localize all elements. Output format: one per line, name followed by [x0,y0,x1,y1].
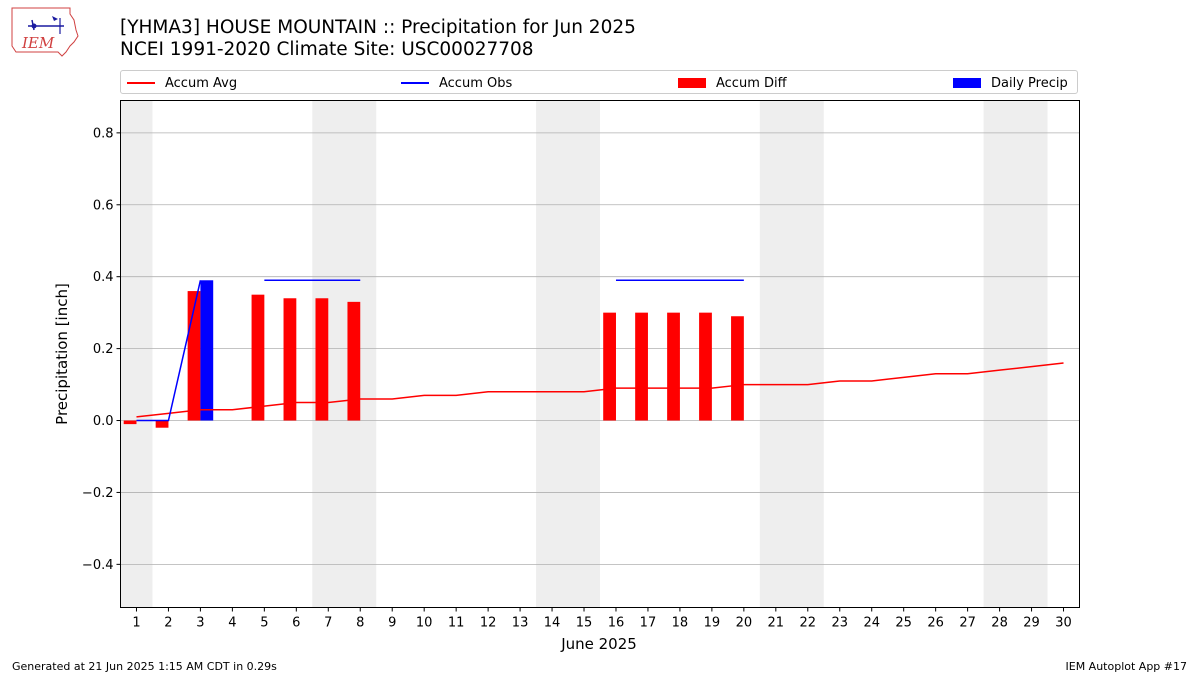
x-tick-label-7: 8 [356,616,364,631]
x-tick-label-22: 23 [831,616,848,631]
x-tick-label-17: 18 [672,616,689,631]
chart-subtitle: NCEI 1991-2020 Climate Site: USC00027708 [120,39,534,60]
x-tick-label-2: 3 [196,616,204,631]
y-tick-label-3: 0.2 [93,342,114,357]
x-tick-label-9: 10 [416,616,433,631]
x-tick-label-12: 13 [512,616,529,631]
x-tick-label-24: 25 [895,616,912,631]
accum-diff-bar-18 [667,312,680,421]
weekend-band-0 [120,100,153,608]
weekend-band-3 [759,100,824,608]
logo-text: IEM [21,34,55,52]
legend-label-accum-avg: Accum Avg [165,75,238,91]
x-axis-label: June 2025 [560,635,637,653]
legend-swatch-accum-obs [401,82,429,84]
x-tick-label-26: 27 [959,616,976,631]
x-tick-label-4: 5 [260,616,268,631]
lines [136,279,1064,422]
gridlines [120,132,1080,565]
x-tick-label-16: 17 [640,616,657,631]
footer-app: IEM Autoplot App #17 [1065,660,1188,673]
weekend-band-4 [983,100,1048,608]
chart-legend: Accum Avg Accum Obs Accum Diff Daily Pre… [120,70,1078,94]
accum-diff-bar-1 [123,420,137,425]
x-tick-label-28: 29 [1023,616,1040,631]
bars [123,280,744,428]
y-axis-label: Precipitation [inch] [53,283,71,425]
daily-precip-bar-3 [200,280,214,421]
x-tick-label-27: 28 [991,616,1008,631]
accum-obs-line-0 [136,280,202,422]
legend-label-accum-diff: Accum Diff [716,75,787,91]
accum-diff-bar-6 [283,298,297,421]
accum-diff-bar-16 [603,312,616,421]
legend-item-accum-obs: Accum Obs [401,74,512,92]
y-tick-label-0: −0.4 [82,558,114,573]
x-tick-label-15: 16 [608,616,625,631]
legend-swatch-daily-precip [953,78,981,88]
accum-diff-bar-8 [347,301,361,421]
x-tick-label-20: 21 [768,616,785,631]
legend-swatch-accum-diff [678,78,706,88]
x-tick-label-23: 24 [863,616,880,631]
x-tick-label-21: 22 [800,616,817,631]
accum-diff-bar-7 [315,298,329,421]
iem-logo: IEM [11,7,79,57]
legend-item-daily-precip: Daily Precip [953,74,1068,92]
footer-generated: Generated at 21 Jun 2025 1:15 AM CDT in … [12,660,277,673]
y-tick-label-6: 0.8 [93,126,114,141]
y-tick-label-1: −0.2 [82,486,114,501]
legend-swatch-accum-avg [127,82,155,84]
y-tick-label-4: 0.4 [93,270,114,285]
weekend-band-2 [536,100,600,608]
accum-diff-bar-20 [731,316,744,421]
x-tick-label-6: 7 [324,616,332,631]
chart-title: [YHMA3] HOUSE MOUNTAIN :: Precipitation … [120,17,636,38]
x-tick-label-3: 4 [228,616,236,631]
accum-diff-bar-19 [699,312,712,421]
x-tick-label-5: 6 [292,616,300,631]
legend-item-accum-avg: Accum Avg [127,74,237,92]
x-tick-label-14: 15 [576,616,593,631]
x-tick-label-1: 2 [164,616,172,631]
weekend-shading [120,100,1048,608]
accum-diff-bar-2 [155,420,169,428]
y-tick-label-2: 0.0 [93,414,114,429]
legend-item-accum-diff: Accum Diff [678,74,787,92]
x-tick-label-29: 30 [1055,616,1072,631]
x-tick-label-10: 11 [448,616,465,631]
x-tick-label-13: 14 [544,616,561,631]
plot-frame [120,100,1080,608]
legend-label-accum-obs: Accum Obs [439,75,513,91]
accum-avg-line [136,362,1064,418]
x-tick-label-18: 19 [704,616,721,631]
accum-diff-bar-5 [251,294,265,421]
legend-label-daily-precip: Daily Precip [991,75,1068,91]
x-tick-label-8: 9 [388,616,396,631]
x-tick-label-25: 26 [927,616,944,631]
x-tick-label-11: 12 [480,616,497,631]
accum-diff-bar-17 [635,312,648,421]
y-tick-label-5: 0.6 [93,198,114,213]
x-tick-label-0: 1 [132,616,140,631]
axes: −0.4−0.20.00.20.40.60.81 2 3 4 5 6 7 8 9 10 11 12 13… [82,126,1072,630]
x-tick-label-19: 20 [736,616,753,631]
